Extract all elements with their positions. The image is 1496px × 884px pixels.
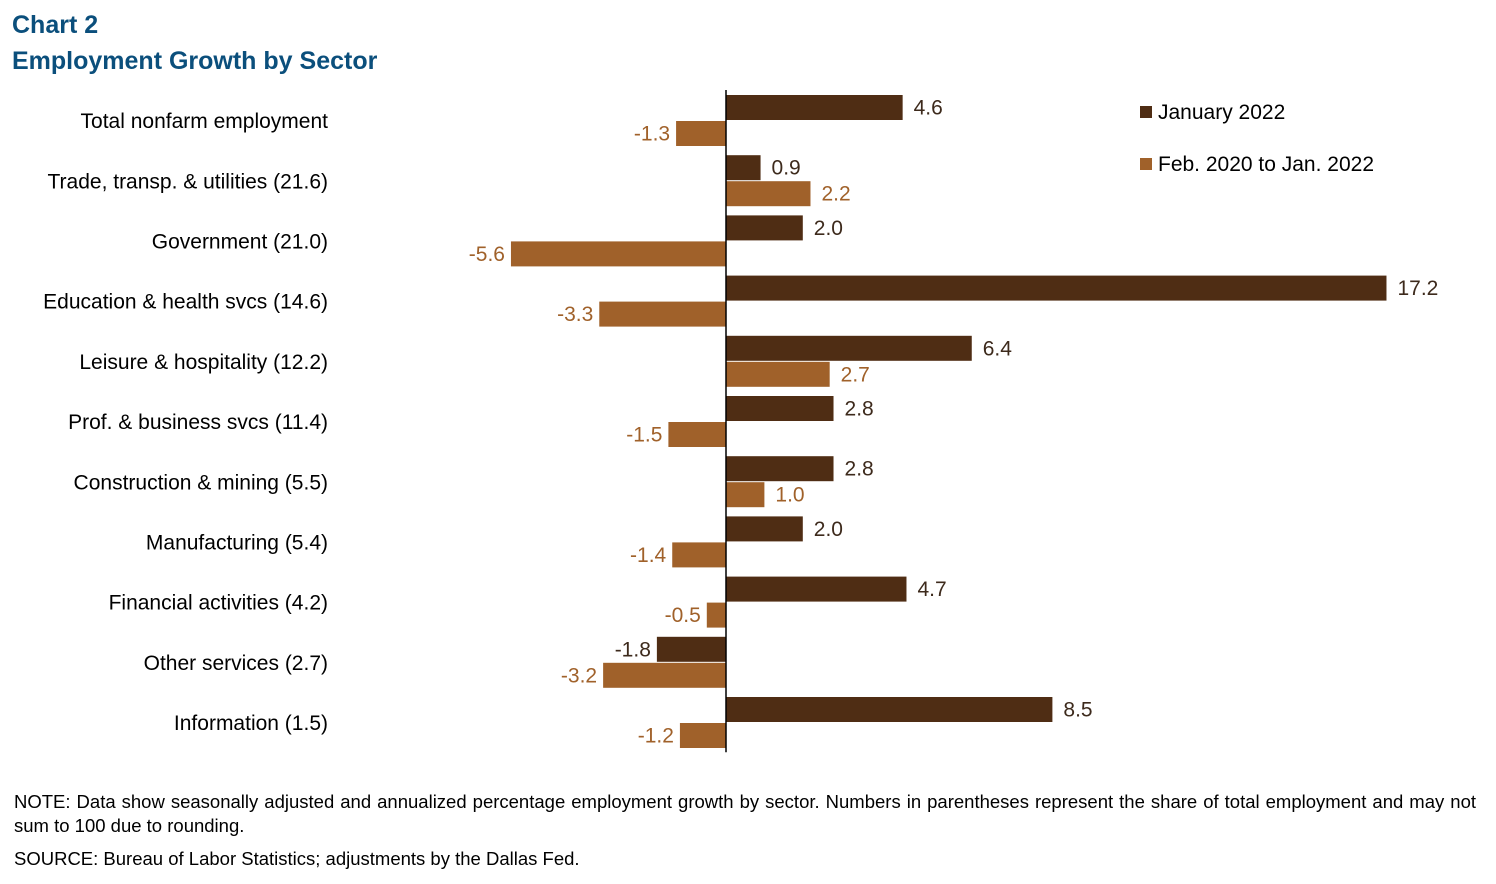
bar-feb2020-jan2022 [603,662,726,688]
bar-feb2020-jan2022 [668,422,726,447]
category-label: Prof. & business svcs (11.4) [68,411,328,434]
chart-source: SOURCE: Bureau of Labor Statistics; adju… [14,848,580,869]
category-label: Education & health svcs (14.6) [43,291,328,314]
data-label: 8.5 [1063,699,1092,722]
data-label: -1.2 [638,725,674,748]
data-label: 2.8 [845,458,874,481]
data-label: -1.3 [634,123,670,146]
bar-jan-2022 [726,576,907,602]
bar-feb2020-jan2022 [726,181,811,207]
bar-feb2020-jan2022 [676,121,726,146]
data-label: 2.2 [821,183,850,206]
data-label: -3.3 [557,303,593,326]
data-label: 6.4 [983,337,1013,360]
data-label: -1.4 [630,544,667,567]
category-label: Total nonfarm employment [81,110,329,133]
data-label: 17.2 [1397,277,1438,300]
category-label: Leisure & hospitality (12.2) [79,351,328,374]
category-label: Other services (2.7) [144,652,328,675]
bar-jan-2022 [726,215,803,241]
bar-chart: Total nonfarm employment 4.6 -1.3 Trade, tr… [43,90,1438,753]
category-label: Information (1.5) [174,712,328,735]
legend-swatch [1140,106,1152,118]
bar-feb2020-jan2022 [510,241,726,267]
data-label: -1.5 [626,424,662,447]
chart-title-line1: Chart 2 [12,11,99,39]
data-label: 2.7 [841,363,870,386]
data-label: 2.8 [845,398,874,421]
category-label: Construction & mining (5.5) [74,471,328,494]
category-label: Financial activities (4.2) [109,592,328,615]
data-label: 2.0 [814,518,843,541]
bar-jan-2022 [726,275,1387,301]
bar-jan-2022 [726,516,803,542]
data-label: 1.0 [775,484,804,507]
bar-feb2020-jan2022 [679,723,726,748]
bar-jan-2022 [726,335,972,361]
bar-jan-2022 [726,396,834,421]
data-label: -3.2 [561,664,597,687]
data-label: 4.7 [917,578,946,601]
bar-feb2020-jan2022 [672,542,726,568]
legend-label: January 2022 [1158,101,1285,124]
data-label: -1.8 [615,638,651,661]
data-label: 4.6 [914,97,943,120]
bar-feb2020-jan2022 [726,361,830,387]
bar-jan-2022 [726,456,834,482]
category-label: Manufacturing (5.4) [146,532,328,555]
bar-jan-2022 [656,636,726,662]
bar-feb2020-jan2022 [726,482,765,508]
category-label: Trade, transp. & utilities (21.6) [47,170,328,193]
bar-feb2020-jan2022 [706,602,726,628]
bar-jan-2022 [726,697,1053,722]
data-label: 0.9 [772,157,801,180]
chart-note: NOTE: Data show seasonally adjusted and … [14,791,1476,836]
data-label: 2.0 [814,217,843,240]
category-label: Government (21.0) [152,231,328,254]
bar-jan-2022 [726,155,761,181]
bar-jan-2022 [726,95,903,120]
bar-feb2020-jan2022 [599,301,726,327]
legend-swatch [1140,158,1152,170]
chart-title-line2: Employment Growth by Sector [12,47,378,75]
data-label: -0.5 [665,604,701,627]
legend-label: Feb. 2020 to Jan. 2022 [1158,153,1374,176]
data-label: -5.6 [469,243,505,266]
